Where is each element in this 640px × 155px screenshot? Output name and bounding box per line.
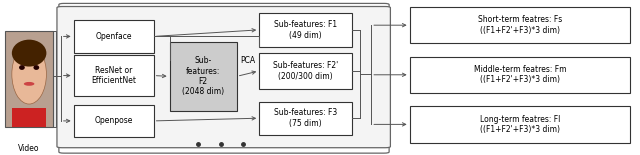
FancyBboxPatch shape <box>5 31 53 127</box>
FancyBboxPatch shape <box>259 102 352 135</box>
FancyBboxPatch shape <box>410 57 630 93</box>
Ellipse shape <box>33 65 39 70</box>
FancyBboxPatch shape <box>57 7 390 148</box>
FancyBboxPatch shape <box>74 20 154 53</box>
FancyBboxPatch shape <box>12 108 46 127</box>
Text: Sub-features: F3
(75 dim): Sub-features: F3 (75 dim) <box>274 108 337 128</box>
FancyBboxPatch shape <box>10 31 58 127</box>
Ellipse shape <box>24 82 35 86</box>
Text: ResNet or
EfficientNet: ResNet or EfficientNet <box>91 66 136 85</box>
FancyBboxPatch shape <box>259 13 352 46</box>
FancyBboxPatch shape <box>259 53 352 89</box>
Text: Sub-features: F2'
(200/300 dim): Sub-features: F2' (200/300 dim) <box>273 61 338 81</box>
Text: Short-term featres: Fs
((F1+F2'+F3)*3 dim): Short-term featres: Fs ((F1+F2'+F3)*3 di… <box>478 16 562 35</box>
FancyBboxPatch shape <box>74 105 154 137</box>
Ellipse shape <box>12 40 46 66</box>
Text: PCA: PCA <box>241 56 255 65</box>
FancyBboxPatch shape <box>410 7 630 43</box>
Text: Openpose: Openpose <box>95 116 132 125</box>
Text: Sub-features: F1
(49 dim): Sub-features: F1 (49 dim) <box>274 20 337 40</box>
Text: Middle-term featres: Fm
((F1+F2'+F3)*3 dim): Middle-term featres: Fm ((F1+F2'+F3)*3 d… <box>474 65 566 84</box>
Ellipse shape <box>19 65 25 70</box>
FancyBboxPatch shape <box>170 42 237 111</box>
FancyBboxPatch shape <box>74 55 154 96</box>
FancyBboxPatch shape <box>410 106 630 143</box>
Text: Sub-
features:
F2
(2048 dim): Sub- features: F2 (2048 dim) <box>182 56 224 96</box>
Text: Long-term featres: Fl
((F1+F2'+F3)*3 dim): Long-term featres: Fl ((F1+F2'+F3)*3 dim… <box>480 115 560 134</box>
Text: Openface: Openface <box>95 32 132 41</box>
FancyBboxPatch shape <box>8 31 56 127</box>
Ellipse shape <box>12 44 46 104</box>
Text: Video
frame: Video frame <box>18 144 40 155</box>
